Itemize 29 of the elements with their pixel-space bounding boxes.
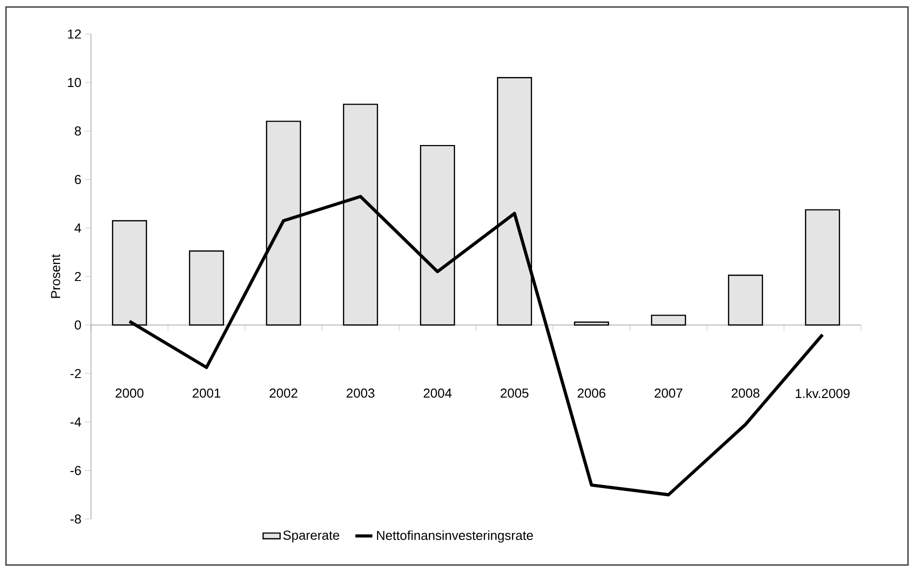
bar xyxy=(650,314,686,326)
y-tick-label: 2 xyxy=(74,272,81,282)
x-tick-label: 2002 xyxy=(270,388,298,398)
legend-label: Sparerate xyxy=(283,530,340,542)
y-tick-label: 4 xyxy=(74,224,82,232)
legend-label: Nettofinansinvesteringsrate xyxy=(377,530,533,543)
y-tick-label: -8 xyxy=(70,514,81,524)
x-tick-label: 2008 xyxy=(732,388,760,398)
bar xyxy=(804,209,840,326)
x-tick-label: 2004 xyxy=(424,388,452,398)
y-tick-label: -4 xyxy=(70,418,82,426)
y-tick-label: -2 xyxy=(70,368,81,378)
x-tick-label: 2000 xyxy=(116,388,144,398)
y-tick-label: 0 xyxy=(74,320,81,330)
bar xyxy=(728,274,764,326)
x-tick-label: 2001 xyxy=(192,388,220,398)
x-tick-label: 2007 xyxy=(654,388,682,398)
y-axis-title: Prosent xyxy=(51,254,60,298)
x-tick-label: 2005 xyxy=(500,388,528,398)
y-tick-label: 8 xyxy=(74,126,81,136)
y-tick-label: 12 xyxy=(68,29,81,39)
y-tick-label: 10 xyxy=(68,78,81,88)
bar xyxy=(188,250,224,326)
bar xyxy=(574,321,610,326)
y-tick-label: 6 xyxy=(74,174,81,184)
x-tick-label: 2006 xyxy=(578,388,606,398)
x-tick-label: 1.kv.2009 xyxy=(796,388,850,398)
y-tick-label: -6 xyxy=(70,466,81,476)
x-tick-label: 2003 xyxy=(346,388,374,398)
